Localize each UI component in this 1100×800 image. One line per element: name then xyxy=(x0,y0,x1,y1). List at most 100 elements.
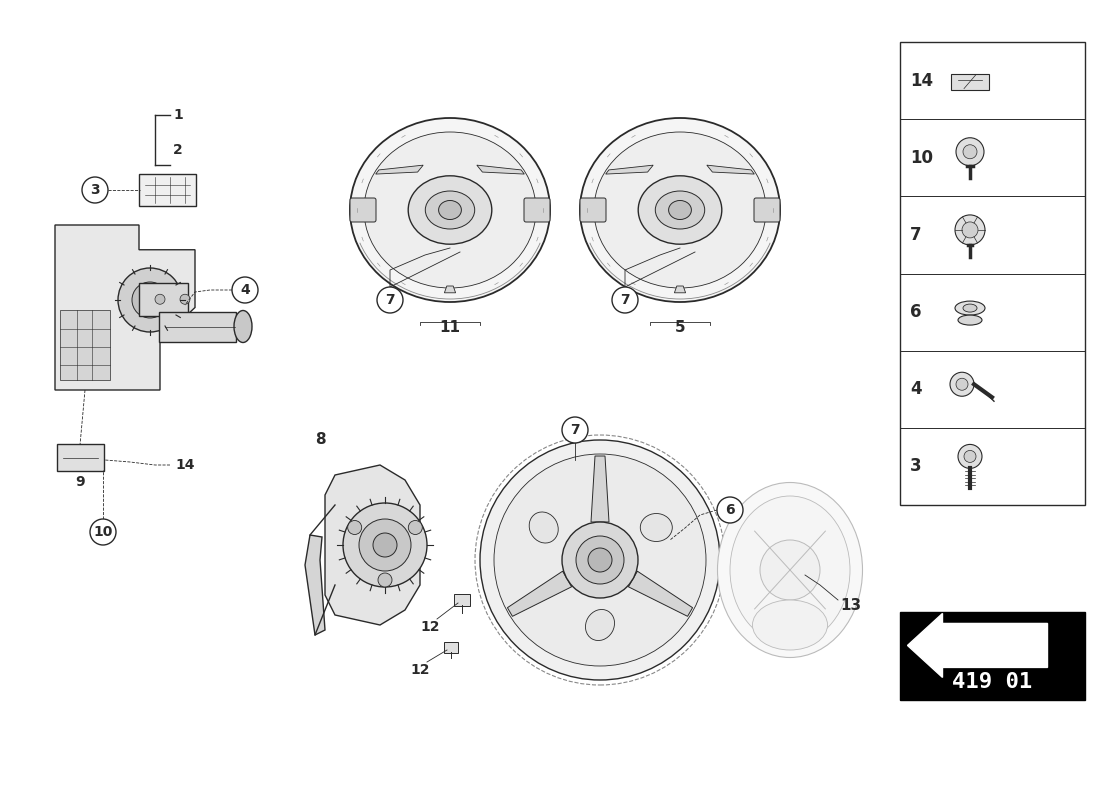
Text: 5: 5 xyxy=(674,321,685,335)
Text: 4: 4 xyxy=(910,380,922,398)
Text: 9: 9 xyxy=(76,475,86,489)
Text: 10: 10 xyxy=(910,149,933,166)
Circle shape xyxy=(132,282,168,318)
Circle shape xyxy=(956,378,968,390)
Ellipse shape xyxy=(656,191,705,229)
Circle shape xyxy=(956,138,984,166)
Ellipse shape xyxy=(638,176,722,244)
Circle shape xyxy=(955,215,984,245)
Circle shape xyxy=(612,287,638,313)
Polygon shape xyxy=(507,571,572,616)
Text: 11: 11 xyxy=(440,321,461,335)
FancyBboxPatch shape xyxy=(524,198,550,222)
Ellipse shape xyxy=(669,201,692,219)
Ellipse shape xyxy=(426,191,475,229)
Ellipse shape xyxy=(640,514,672,542)
Bar xyxy=(900,612,1085,700)
Ellipse shape xyxy=(234,310,252,342)
Ellipse shape xyxy=(408,176,492,244)
Circle shape xyxy=(494,454,706,666)
Circle shape xyxy=(82,177,108,203)
Bar xyxy=(60,310,110,380)
Ellipse shape xyxy=(529,512,558,543)
Circle shape xyxy=(562,522,638,598)
Text: 7: 7 xyxy=(570,423,580,437)
Text: 14: 14 xyxy=(910,71,933,90)
Text: 12: 12 xyxy=(410,663,430,677)
Circle shape xyxy=(962,145,977,158)
Polygon shape xyxy=(305,535,324,635)
Text: 7: 7 xyxy=(620,293,630,307)
Polygon shape xyxy=(376,165,424,174)
FancyBboxPatch shape xyxy=(754,198,780,222)
Circle shape xyxy=(588,548,612,572)
Polygon shape xyxy=(444,286,455,293)
FancyBboxPatch shape xyxy=(580,198,606,222)
Circle shape xyxy=(180,294,190,304)
Text: 419 01: 419 01 xyxy=(953,672,1033,692)
Circle shape xyxy=(760,540,820,600)
Text: 10: 10 xyxy=(94,525,112,539)
Circle shape xyxy=(962,222,978,238)
Circle shape xyxy=(343,503,427,587)
Circle shape xyxy=(118,268,182,332)
Ellipse shape xyxy=(958,315,982,325)
Circle shape xyxy=(373,533,397,557)
Text: 3: 3 xyxy=(910,458,922,475)
Text: 7: 7 xyxy=(910,226,922,244)
Circle shape xyxy=(964,450,976,462)
Text: 4: 4 xyxy=(240,283,250,297)
Text: 6: 6 xyxy=(910,303,922,321)
Ellipse shape xyxy=(350,118,550,302)
Text: 3: 3 xyxy=(90,183,100,197)
Ellipse shape xyxy=(364,132,536,288)
Text: 6: 6 xyxy=(725,503,735,517)
Circle shape xyxy=(232,277,258,303)
FancyBboxPatch shape xyxy=(57,444,104,471)
Ellipse shape xyxy=(717,482,862,658)
Circle shape xyxy=(377,287,403,313)
Text: 14: 14 xyxy=(175,458,195,472)
FancyBboxPatch shape xyxy=(454,594,470,606)
Ellipse shape xyxy=(585,610,615,641)
Polygon shape xyxy=(476,165,525,174)
Polygon shape xyxy=(139,282,188,316)
Text: 8: 8 xyxy=(315,433,326,447)
Polygon shape xyxy=(908,614,1047,678)
Circle shape xyxy=(480,440,720,680)
Ellipse shape xyxy=(752,600,827,650)
Ellipse shape xyxy=(580,118,780,302)
Text: 2: 2 xyxy=(173,143,183,157)
FancyBboxPatch shape xyxy=(350,198,376,222)
Circle shape xyxy=(576,536,624,584)
Circle shape xyxy=(142,292,158,308)
Text: 12: 12 xyxy=(420,620,440,634)
Polygon shape xyxy=(674,286,685,293)
Polygon shape xyxy=(606,165,653,174)
FancyBboxPatch shape xyxy=(139,174,196,206)
Circle shape xyxy=(958,445,982,469)
Text: 13: 13 xyxy=(840,598,861,613)
Circle shape xyxy=(90,519,116,545)
Ellipse shape xyxy=(594,132,766,288)
FancyBboxPatch shape xyxy=(444,642,458,653)
Ellipse shape xyxy=(378,573,392,587)
Bar xyxy=(900,42,1085,505)
Polygon shape xyxy=(55,225,195,390)
Polygon shape xyxy=(324,465,420,625)
FancyBboxPatch shape xyxy=(952,74,989,90)
Circle shape xyxy=(717,497,743,523)
Ellipse shape xyxy=(955,301,984,315)
Ellipse shape xyxy=(730,496,850,644)
Ellipse shape xyxy=(348,521,362,534)
Circle shape xyxy=(562,417,588,443)
Circle shape xyxy=(359,519,411,571)
Ellipse shape xyxy=(408,521,422,534)
Text: 7: 7 xyxy=(385,293,395,307)
Circle shape xyxy=(950,372,974,396)
Polygon shape xyxy=(707,165,755,174)
Polygon shape xyxy=(591,456,609,522)
Polygon shape xyxy=(628,571,693,616)
Text: 1: 1 xyxy=(173,108,183,122)
Ellipse shape xyxy=(439,201,461,219)
